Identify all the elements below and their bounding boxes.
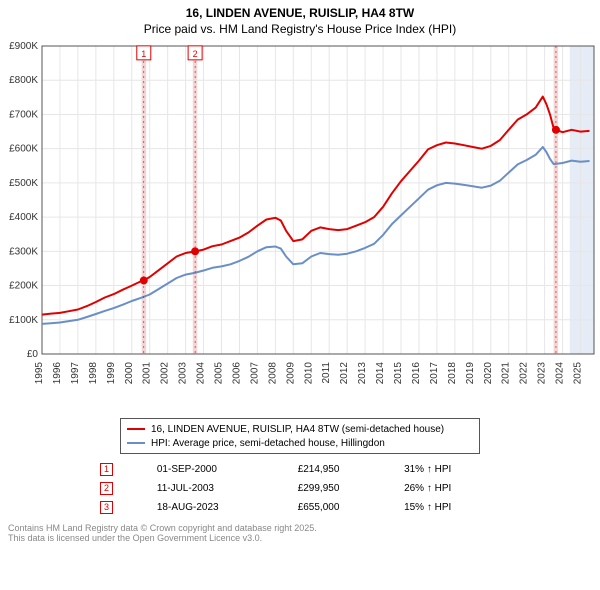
svg-text:£700K: £700K — [9, 109, 38, 120]
svg-text:£400K: £400K — [9, 212, 38, 223]
legend-label-1: 16, LINDEN AVENUE, RUISLIP, HA4 8TW (sem… — [151, 424, 444, 435]
svg-text:2006: 2006 — [231, 362, 242, 385]
sale-num-badge: 1 — [100, 463, 113, 476]
sale-delta: 31% ↑ HPI — [394, 460, 510, 479]
chart-title: 16, LINDEN AVENUE, RUISLIP, HA4 8TW — [0, 0, 600, 22]
svg-text:1997: 1997 — [70, 362, 81, 385]
svg-text:2014: 2014 — [375, 362, 386, 385]
svg-text:£800K: £800K — [9, 75, 38, 86]
sale-date: 18-AUG-2023 — [147, 498, 288, 517]
svg-text:£0: £0 — [27, 349, 39, 360]
svg-text:2001: 2001 — [142, 362, 153, 385]
sales-table: 1 01-SEP-2000£214,95031% ↑ HPI 2 11-JUL-200… — [90, 460, 510, 517]
footer: Contains HM Land Registry data © Crown c… — [0, 517, 600, 543]
svg-text:£100K: £100K — [9, 315, 38, 326]
svg-text:£600K: £600K — [9, 144, 38, 155]
svg-text:2007: 2007 — [249, 362, 260, 385]
svg-text:£200K: £200K — [9, 281, 38, 292]
sale-row: 2 11-JUL-2003£299,95026% ↑ HPI — [90, 479, 510, 498]
sale-row: 1 01-SEP-2000£214,95031% ↑ HPI — [90, 460, 510, 479]
svg-text:2018: 2018 — [447, 362, 458, 385]
sale-price: £214,950 — [288, 460, 394, 479]
legend-item-2: HPI: Average price, semi-detached house,… — [127, 436, 473, 450]
legend-swatch-1 — [127, 428, 145, 430]
chart-subtitle: Price paid vs. HM Land Registry's House … — [0, 22, 600, 42]
svg-text:2: 2 — [193, 49, 198, 59]
svg-text:2005: 2005 — [214, 362, 225, 385]
svg-text:2019: 2019 — [465, 362, 476, 385]
svg-text:2015: 2015 — [393, 362, 404, 385]
sale-num-cell: 3 — [90, 498, 147, 517]
svg-text:2025: 2025 — [573, 362, 584, 385]
svg-text:2013: 2013 — [357, 362, 368, 385]
svg-text:2022: 2022 — [519, 362, 530, 385]
sale-num-cell: 1 — [90, 460, 147, 479]
svg-text:2023: 2023 — [537, 362, 548, 385]
svg-text:2017: 2017 — [429, 362, 440, 385]
sale-num-badge: 3 — [100, 501, 113, 514]
svg-text:2021: 2021 — [501, 362, 512, 385]
legend-label-2: HPI: Average price, semi-detached house,… — [151, 438, 385, 449]
svg-text:£500K: £500K — [9, 178, 38, 189]
chart-area: £0 £100K £200K £300K £400K £500K £600K £700K £80… — [0, 42, 600, 414]
svg-text:2004: 2004 — [196, 362, 207, 385]
footer-line-2: This data is licensed under the Open Gov… — [8, 533, 592, 543]
sale-date: 11-JUL-2003 — [147, 479, 288, 498]
sale-price: £655,000 — [288, 498, 394, 517]
sale-delta: 26% ↑ HPI — [394, 479, 510, 498]
sale-price: £299,950 — [288, 479, 394, 498]
svg-text:2009: 2009 — [285, 362, 296, 385]
svg-text:2012: 2012 — [339, 362, 350, 385]
svg-text:1998: 1998 — [88, 362, 99, 385]
svg-text:1999: 1999 — [106, 362, 117, 385]
svg-text:2003: 2003 — [178, 362, 189, 385]
svg-text:1: 1 — [141, 49, 146, 59]
svg-text:£900K: £900K — [9, 42, 38, 52]
svg-text:2011: 2011 — [321, 362, 332, 384]
legend-box: 16, LINDEN AVENUE, RUISLIP, HA4 8TW (sem… — [120, 418, 480, 454]
legend-swatch-2 — [127, 442, 145, 444]
svg-text:1996: 1996 — [52, 362, 63, 385]
sale-row: 3 18-AUG-2023£655,00015% ↑ HPI — [90, 498, 510, 517]
svg-text:2008: 2008 — [267, 362, 278, 385]
svg-text:2000: 2000 — [124, 362, 135, 385]
svg-text:2016: 2016 — [411, 362, 422, 385]
sale-num-badge: 2 — [100, 482, 113, 495]
sale-delta: 15% ↑ HPI — [394, 498, 510, 517]
svg-text:1995: 1995 — [34, 362, 45, 385]
sale-num-cell: 2 — [90, 479, 147, 498]
svg-text:2024: 2024 — [555, 362, 566, 385]
legend-item-1: 16, LINDEN AVENUE, RUISLIP, HA4 8TW (sem… — [127, 422, 473, 436]
svg-text:2002: 2002 — [160, 362, 171, 385]
footer-line-1: Contains HM Land Registry data © Crown c… — [8, 523, 592, 533]
svg-text:2020: 2020 — [483, 362, 494, 385]
chart-svg: £0 £100K £200K £300K £400K £500K £600K £700K £80… — [0, 42, 600, 414]
svg-text:£300K: £300K — [9, 246, 38, 257]
svg-text:2010: 2010 — [303, 362, 314, 385]
sale-date: 01-SEP-2000 — [147, 460, 288, 479]
